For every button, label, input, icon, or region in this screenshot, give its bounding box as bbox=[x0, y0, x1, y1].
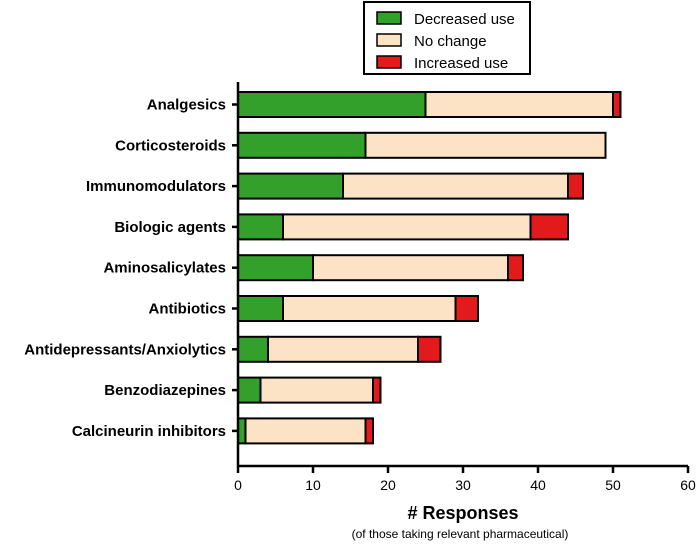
bar-calcineurin-inhibitors-increased-use bbox=[364, 417, 374, 445]
bar-analgesics-no-change bbox=[424, 91, 614, 118]
bar-benzodiazepines-increased-use bbox=[372, 376, 382, 404]
x-tick-label: 40 bbox=[530, 477, 546, 493]
bar-immunomodulators-increased-use bbox=[567, 172, 584, 200]
bar-corticosteroids-decreased-use bbox=[237, 131, 367, 159]
bar-calcineurin-inhibitors-no-change bbox=[244, 417, 367, 445]
bar-antidepressants-anxiolytics-decreased-use bbox=[237, 335, 269, 363]
x-tick-label: 60 bbox=[680, 477, 696, 493]
x-axis-title: # Responses bbox=[407, 503, 518, 523]
bar-aminosalicylates-increased-use bbox=[507, 254, 524, 282]
x-tick-label: 0 bbox=[234, 477, 242, 493]
category-label-biologic-agents: Biologic agents bbox=[114, 219, 226, 236]
x-tick-label: 50 bbox=[605, 477, 621, 493]
bar-biologic-agents-no-change bbox=[282, 213, 532, 241]
category-label-immunomodulators: Immunomodulators bbox=[86, 178, 226, 195]
bar-biologic-agents-decreased-use bbox=[237, 213, 284, 241]
category-label-benzodiazepines: Benzodiazepines bbox=[104, 382, 226, 399]
category-label-antidepressants-anxiolytics: Antidepressants/Anxiolytics bbox=[24, 341, 226, 358]
bar-corticosteroids-no-change bbox=[364, 131, 607, 159]
category-label-calcineurin-inhibitors: Calcineurin inhibitors bbox=[72, 423, 226, 440]
bar-benzodiazepines-decreased-use bbox=[237, 376, 262, 404]
bar-analgesics-decreased-use bbox=[237, 91, 427, 118]
legend-swatch-decreased bbox=[376, 11, 402, 25]
x-axis-subtitle: (of those taking relevant pharmaceutical… bbox=[352, 527, 569, 541]
category-label-analgesics: Analgesics bbox=[147, 97, 226, 114]
legend-label-decreased: Decreased use bbox=[414, 11, 515, 28]
x-tick-label: 30 bbox=[455, 477, 471, 493]
bar-immunomodulators-no-change bbox=[342, 172, 569, 200]
x-axis: 0 10 20 30 40 50 60 bbox=[234, 464, 696, 493]
category-labels: Analgesics Corticosteroids Immunomodulator… bbox=[24, 97, 238, 440]
bar-antibiotics-no-change bbox=[282, 295, 457, 322]
bars-group bbox=[237, 91, 622, 445]
bar-aminosalicylates-no-change bbox=[312, 254, 509, 282]
legend-label-increased: Increased use bbox=[414, 55, 508, 72]
legend-label-no-change: No change bbox=[414, 33, 487, 50]
legend-swatch-increased bbox=[376, 55, 402, 69]
legend-swatch-no-change bbox=[376, 33, 402, 47]
category-label-corticosteroids: Corticosteroids bbox=[115, 137, 226, 154]
legend: Decreased use No change Increased use bbox=[363, 1, 531, 75]
bar-aminosalicylates-decreased-use bbox=[237, 254, 314, 282]
bar-benzodiazepines-no-change bbox=[259, 376, 374, 404]
x-tick-label: 10 bbox=[305, 477, 321, 493]
bar-antidepressants-anxiolytics-increased-use bbox=[417, 335, 442, 363]
bar-antibiotics-increased-use bbox=[454, 295, 479, 322]
bar-immunomodulators-decreased-use bbox=[237, 172, 344, 200]
bar-antibiotics-decreased-use bbox=[237, 295, 284, 322]
category-label-aminosalicylates: Aminosalicylates bbox=[103, 260, 226, 277]
bar-analgesics-increased-use bbox=[612, 91, 622, 118]
x-tick-label: 20 bbox=[380, 477, 396, 493]
bar-antidepressants-anxiolytics-no-change bbox=[267, 335, 419, 363]
bar-biologic-agents-increased-use bbox=[529, 213, 569, 241]
category-label-antibiotics: Antibiotics bbox=[149, 301, 227, 318]
